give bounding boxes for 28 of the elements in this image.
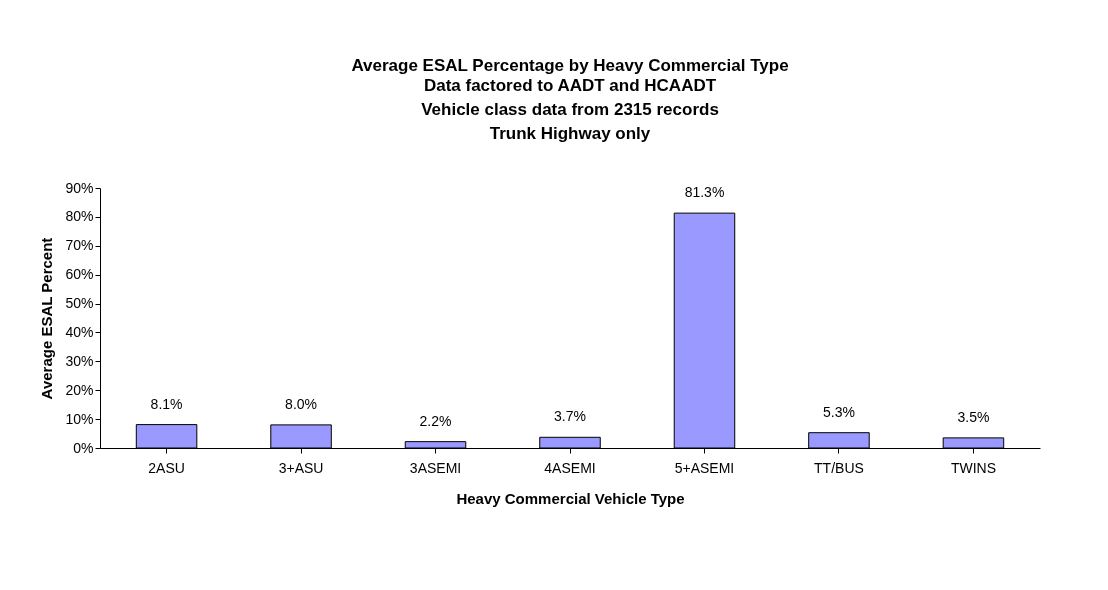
y-axis-title: Average ESAL Percent [38, 237, 56, 400]
y-tick-label: 70% [65, 237, 94, 254]
x-tick-label: 4ASEMI [544, 459, 596, 476]
x-tick-label: 5+ASEMI [674, 459, 735, 476]
x-tick-label: TT/BUS [814, 459, 864, 476]
y-tick-label: 60% [65, 266, 94, 283]
y-tick-label: 30% [65, 352, 94, 369]
chart-subtitle: Data factored to AADT and HCAADT Vehicle class data from 2315 records Trunk Highway only [421, 76, 719, 143]
data-label: 2.2% [419, 412, 452, 429]
y-tick-label: 10% [65, 410, 94, 427]
x-axis-title: Heavy Commercial Vehicle Type [456, 489, 685, 507]
data-label: 81.3% [684, 184, 725, 201]
chart-title: Average ESAL Percentage by Heavy Commercial Type [351, 56, 789, 75]
y-tick-label: 0% [73, 439, 94, 456]
data-label: 3.7% [554, 408, 586, 425]
y-tick-label: 50% [65, 295, 94, 312]
x-tick-label: 3+ASU [278, 459, 324, 476]
data-label: 5.3% [822, 403, 855, 420]
x-tick-label: 2ASU [148, 459, 185, 476]
x-tick-label: TWINS [950, 459, 996, 476]
data-label: 3.5% [957, 408, 990, 425]
y-tick-label: 40% [65, 323, 94, 340]
y-tick-label: 90% [65, 179, 94, 196]
y-tick-label: 20% [65, 381, 94, 398]
data-label: 8.1% [150, 395, 183, 412]
x-tick-label: 3ASEMI [409, 459, 462, 476]
y-tick-label: 80% [65, 208, 94, 225]
data-label: 8.0% [285, 395, 318, 412]
